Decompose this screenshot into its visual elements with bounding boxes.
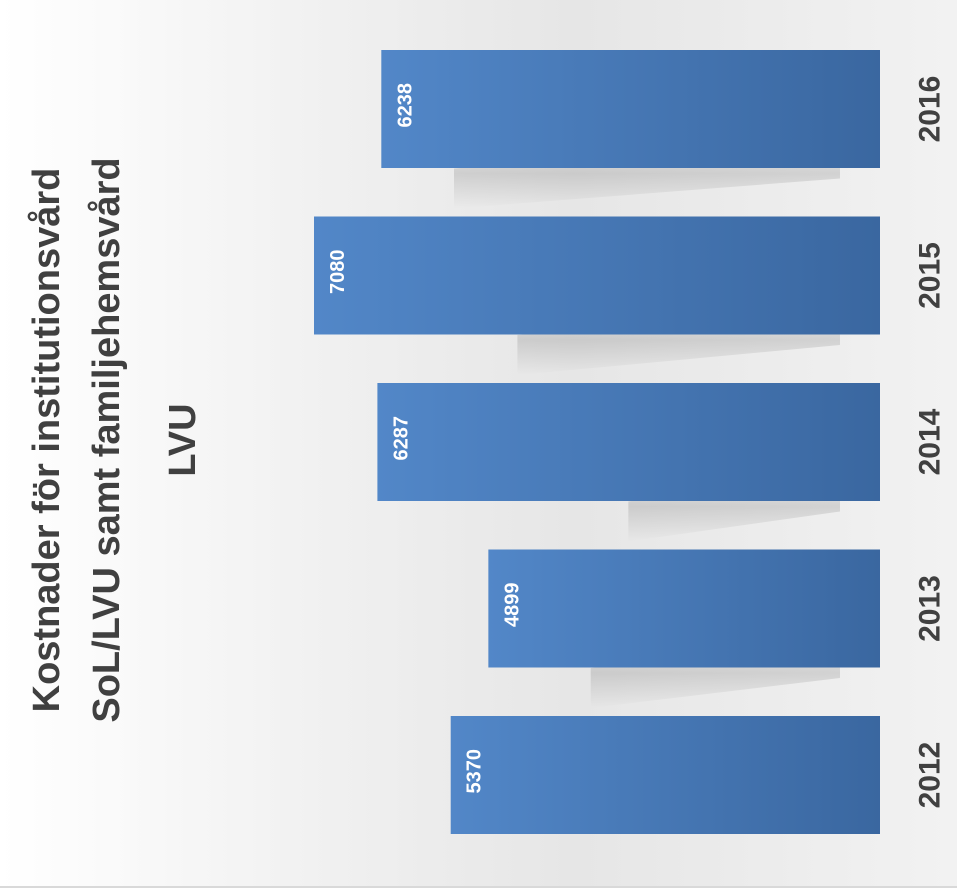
chart-title-line-2: SoL/LVU samt familjehemsvård: [86, 157, 128, 722]
bars: [314, 50, 880, 834]
bar-2015: [314, 216, 880, 335]
chart-title-line-3: LVU: [162, 403, 204, 476]
bottom-divider: [0, 886, 957, 888]
category-label-2016: 2016: [914, 76, 947, 143]
bar-2016: [381, 50, 880, 168]
category-label-2015: 2015: [914, 242, 947, 309]
chart-title: Kostnader för institutionsvård SoL/LVU sa…: [26, 157, 204, 722]
bar-2014: [377, 383, 880, 501]
category-label-2012: 2012: [914, 742, 947, 809]
bar-2013: [488, 549, 880, 668]
value-label-2016: 6238: [394, 83, 416, 128]
value-label-2015: 7080: [327, 250, 349, 295]
value-label-2012: 5370: [464, 749, 486, 794]
category-labels: 2012 2013 2014 2015 2016: [914, 76, 947, 809]
category-label-2014: 2014: [914, 408, 947, 475]
value-label-2013: 4899: [501, 583, 523, 628]
category-label-2013: 2013: [914, 575, 947, 642]
value-labels: 5370 4899 6287 7080 6238: [327, 83, 523, 794]
value-label-2014: 6287: [390, 416, 412, 461]
bar-2012: [450, 716, 880, 834]
chart-title-line-1: Kostnader för institutionsvård: [26, 168, 68, 713]
